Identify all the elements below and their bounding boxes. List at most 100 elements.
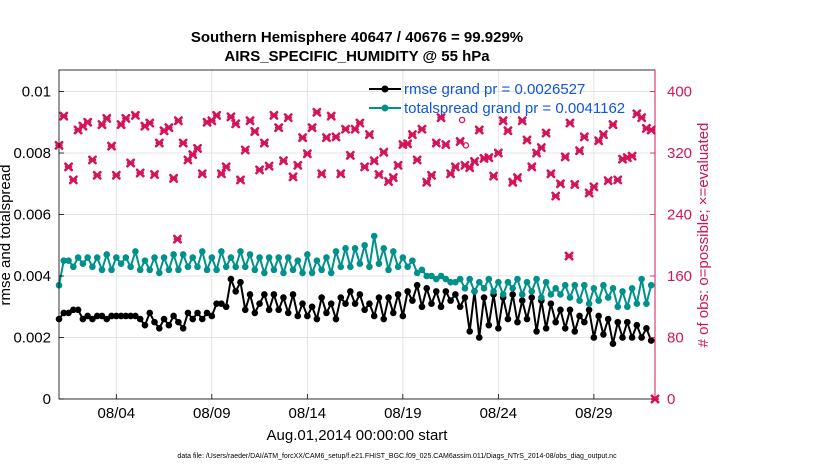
totalspread-point: [108, 266, 115, 274]
obs-evaluated-point: [245, 116, 255, 126]
rmse-point: [65, 309, 72, 317]
totalspread-point: [194, 263, 201, 271]
obs-evaluated-point: [407, 130, 417, 140]
totalspread-point: [480, 285, 488, 292]
totalspread-point: [495, 278, 502, 286]
rmse-point: [418, 303, 426, 311]
totalspread-point: [595, 297, 602, 304]
obs-evaluated-point: [436, 113, 446, 123]
obs-evaluated-point: [226, 112, 236, 122]
totalspread-point: [70, 263, 77, 271]
rmse-point: [304, 312, 311, 320]
y-right-tick-label: 400: [667, 84, 692, 101]
rmse-point: [561, 324, 569, 332]
rmse-point: [70, 306, 77, 314]
obs-evaluated-point: [560, 152, 570, 162]
obs-evaluated-point: [307, 123, 317, 133]
rmse-point: [647, 337, 655, 344]
rmse-point: [294, 312, 302, 320]
rmse-point: [232, 288, 239, 295]
totalspread-point: [79, 260, 87, 268]
totalspread-point: [504, 278, 512, 286]
totalspread-point: [633, 300, 641, 307]
obs-evaluated-point: [360, 162, 370, 172]
rmse-point: [241, 306, 249, 314]
totalspread-point: [117, 260, 125, 268]
obs-evaluated-point: [288, 172, 298, 182]
totalspread-point: [351, 245, 359, 252]
obs-evaluated-point: [565, 118, 575, 128]
rmse-point: [332, 315, 340, 323]
rmse-point: [175, 318, 182, 326]
rmse-point: [428, 300, 435, 307]
rmse-point: [375, 294, 383, 301]
obs-evaluated-point: [489, 171, 499, 181]
obs-evaluated-point: [302, 149, 312, 159]
rmse-point: [585, 306, 593, 314]
rmse-point: [318, 294, 325, 301]
totalspread-point: [323, 254, 330, 261]
obs-evaluated-point: [431, 138, 441, 148]
rmse-point: [576, 312, 583, 320]
totalspread-point: [442, 275, 450, 283]
totalspread-point: [375, 260, 383, 268]
y-right-tick-label: 240: [667, 207, 692, 224]
totalspread-point: [466, 275, 474, 283]
obs-evaluated-point: [331, 132, 341, 142]
rmse-point: [289, 291, 297, 298]
totalspread-point: [447, 278, 454, 286]
rmse-point: [628, 334, 636, 341]
y-right-tick-label: 80: [667, 330, 684, 347]
rmse-point: [404, 288, 411, 295]
rmse-point: [452, 291, 459, 298]
y-left-axis-ticks: 0 0.002 0.004 0.006 0.008 0.01: [13, 84, 64, 408]
totalspread-point: [385, 266, 392, 274]
chart-title: Southern Hemisphere 40647 / 40676 = 99.9…: [191, 29, 523, 46]
x-tick-label: 08/29: [575, 405, 613, 422]
obs-evaluated-point: [450, 162, 460, 172]
obs-evaluated-point: [498, 116, 508, 126]
totalspread-point: [308, 269, 316, 277]
totalspread-point: [561, 281, 569, 289]
series-obs-evaluated: [54, 107, 656, 201]
y-left-tick-label: 0.002: [13, 330, 51, 347]
obs-evaluated-point: [503, 126, 513, 136]
obs-evaluated-point: [64, 162, 74, 172]
rmse-point: [113, 312, 120, 320]
totalspread-point: [518, 291, 526, 298]
obs-evaluated-point: [627, 151, 637, 161]
rmse-point: [409, 297, 416, 304]
totalspread-point: [146, 266, 154, 274]
rmse-point: [265, 306, 273, 314]
rmse-point: [155, 324, 163, 332]
x-axis-label: Aug.01,2014 00:00:00 start: [267, 427, 449, 444]
rmse-point: [208, 312, 216, 320]
obs-evaluated-point: [192, 143, 202, 153]
rmse-point: [571, 328, 579, 335]
totalspread-point: [452, 278, 459, 286]
y-right-tick-label: 160: [667, 268, 692, 285]
obs-evaluated-point: [126, 158, 136, 168]
totalspread-point: [509, 285, 516, 292]
totalspread-point: [423, 272, 431, 280]
obs-evaluated-point: [240, 145, 250, 155]
obs-evaluated-point: [551, 191, 561, 201]
rmse-point: [552, 318, 559, 326]
obs-evaluated-point: [364, 130, 374, 140]
rmse-point: [461, 294, 469, 301]
rmse-point: [413, 281, 421, 289]
totalspread-point: [284, 254, 292, 261]
obs-outlier-point: [564, 251, 574, 261]
rmse-point: [547, 300, 555, 307]
totalspread-point: [127, 263, 134, 271]
rmse-point: [447, 297, 454, 304]
x-tick-label: 08/24: [480, 405, 518, 422]
obs-evaluated-point: [87, 155, 97, 165]
rmse-point: [93, 312, 101, 320]
obs-evaluated-point: [637, 113, 647, 123]
totalspread-point: [428, 272, 435, 280]
rmse-point: [557, 306, 564, 314]
rmse-point: [466, 328, 474, 335]
obs-evaluated-point: [646, 125, 656, 135]
y-right-axis-label: # of obs: o=possible; ×=evaluated: [695, 123, 712, 348]
